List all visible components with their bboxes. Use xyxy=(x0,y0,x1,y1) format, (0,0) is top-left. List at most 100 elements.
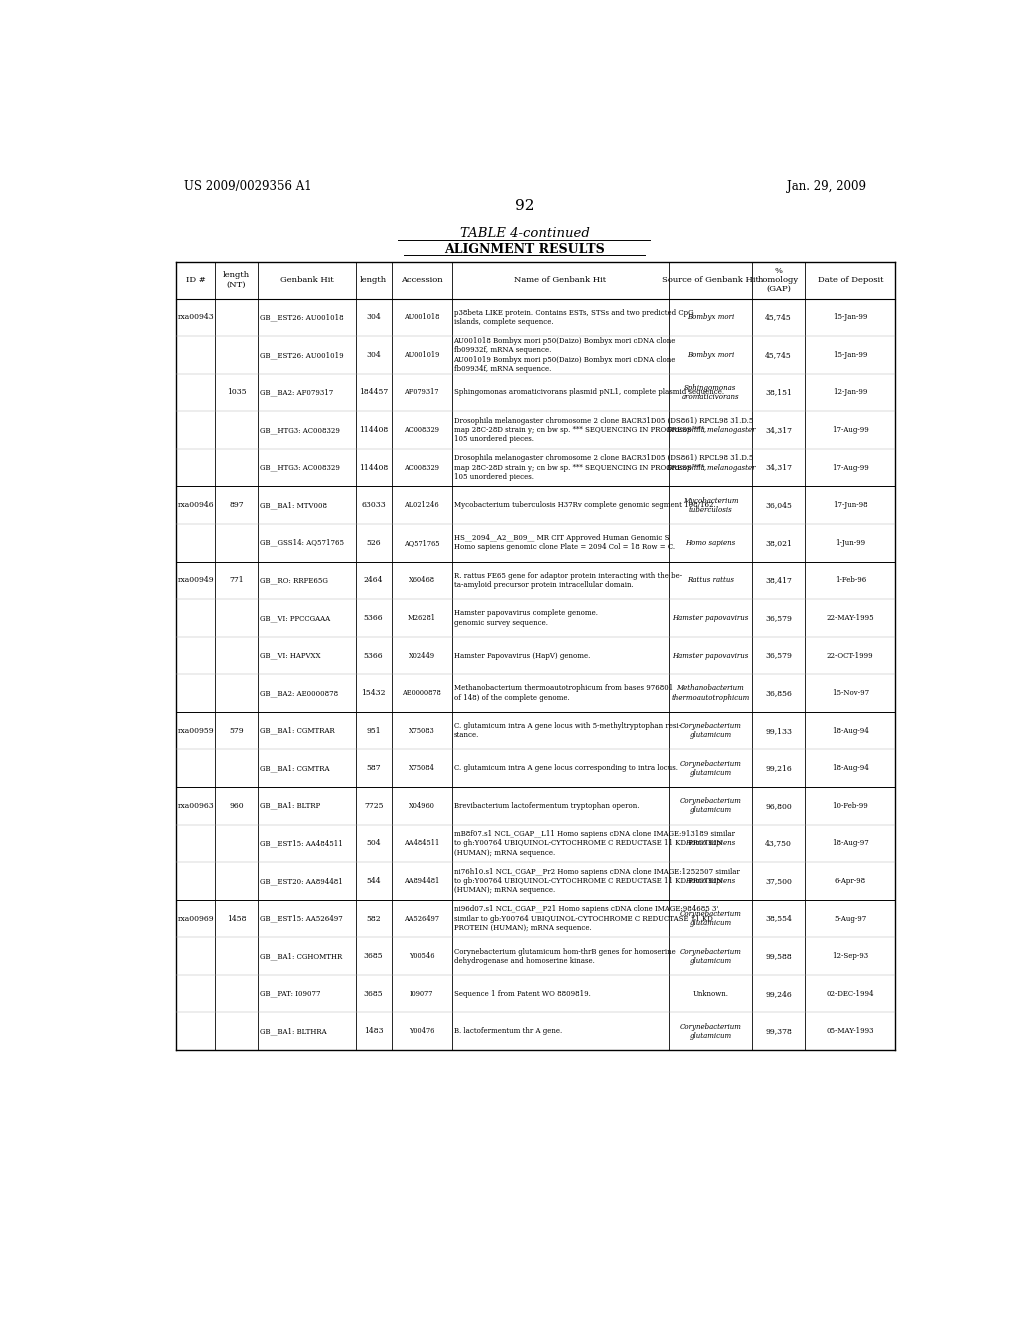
Text: 15-Jan-99: 15-Jan-99 xyxy=(834,351,867,359)
Text: 22-MAY-1995: 22-MAY-1995 xyxy=(826,614,874,622)
Text: X75083: X75083 xyxy=(409,727,434,735)
Text: 12-Sep-93: 12-Sep-93 xyxy=(833,952,868,960)
Text: AQ571765: AQ571765 xyxy=(404,539,439,546)
Text: Homo sapiens: Homo sapiens xyxy=(685,840,735,847)
Text: Bombyx mori: Bombyx mori xyxy=(687,313,734,321)
Text: GB__RO: RRFE65G: GB__RO: RRFE65G xyxy=(260,577,328,585)
Text: GB__BA2: AE0000878: GB__BA2: AE0000878 xyxy=(260,689,338,697)
Text: GB__EST15: AA484511: GB__EST15: AA484511 xyxy=(260,840,342,847)
Text: 579: 579 xyxy=(229,727,244,735)
Text: 34,317: 34,317 xyxy=(765,426,793,434)
Text: 771: 771 xyxy=(229,577,244,585)
Text: GB__HTG3: AC008329: GB__HTG3: AC008329 xyxy=(260,426,340,434)
Text: Y00546: Y00546 xyxy=(409,952,434,960)
Text: 12-Jan-99: 12-Jan-99 xyxy=(834,388,867,396)
Text: AC008329: AC008329 xyxy=(404,463,439,471)
Text: Sphingomonas
aromaticivorans: Sphingomonas aromaticivorans xyxy=(682,384,739,401)
Text: 951: 951 xyxy=(367,727,381,735)
Text: Methanobacterium
thermoautotrophicum: Methanobacterium thermoautotrophicum xyxy=(672,685,750,702)
Text: 45,745: 45,745 xyxy=(765,313,792,321)
Text: 37,500: 37,500 xyxy=(765,876,792,884)
Text: AU001018: AU001018 xyxy=(404,313,439,321)
Text: 3685: 3685 xyxy=(364,990,383,998)
Text: 99,246: 99,246 xyxy=(765,990,792,998)
Text: C. glutamicum intra A gene locus corresponding to intra locus.: C. glutamicum intra A gene locus corresp… xyxy=(454,764,678,772)
Text: AA894481: AA894481 xyxy=(404,876,439,884)
Text: 10-Feb-99: 10-Feb-99 xyxy=(833,801,868,809)
Text: Drosophila melanogaster chromosome 2 clone BACR31D05 (DS861) RPCL98 31.D.5
map 2: Drosophila melanogaster chromosome 2 clo… xyxy=(454,417,753,444)
Text: Corynebacterium
glutamicum: Corynebacterium glutamicum xyxy=(680,797,741,814)
Text: 5366: 5366 xyxy=(364,652,383,660)
Text: Jan. 29, 2009: Jan. 29, 2009 xyxy=(786,181,866,194)
Text: 6-Apr-98: 6-Apr-98 xyxy=(835,876,866,884)
Text: Genbank Hit: Genbank Hit xyxy=(281,276,334,284)
Text: GB__GSS14: AQ571765: GB__GSS14: AQ571765 xyxy=(260,539,344,546)
Text: 36,045: 36,045 xyxy=(765,502,792,510)
Text: 184457: 184457 xyxy=(359,388,388,396)
Text: 1035: 1035 xyxy=(226,388,247,396)
Text: 304: 304 xyxy=(367,313,381,321)
Text: AA484511: AA484511 xyxy=(404,840,439,847)
Text: 99,588: 99,588 xyxy=(765,952,792,960)
Text: GB__EST26: AU001019: GB__EST26: AU001019 xyxy=(260,351,343,359)
Text: Corynebacterium
glutamicum: Corynebacterium glutamicum xyxy=(680,759,741,777)
Text: GB__BA1: MTV008: GB__BA1: MTV008 xyxy=(260,502,327,510)
Text: R. rattus FE65 gene for adaptor protein interacting with the be-
ta-amyloid prec: R. rattus FE65 gene for adaptor protein … xyxy=(454,572,682,589)
Text: 1-Feb-96: 1-Feb-96 xyxy=(835,577,866,585)
Text: 2464: 2464 xyxy=(364,577,383,585)
Text: ni76h10.s1 NCL_CGAP__Pr2 Homo sapiens cDNA clone IMAGE:1252507 similar
to gb:Y00: ni76h10.s1 NCL_CGAP__Pr2 Homo sapiens cD… xyxy=(454,867,739,894)
Text: 1458: 1458 xyxy=(226,915,246,923)
Text: US 2009/0029356 A1: US 2009/0029356 A1 xyxy=(183,181,311,194)
Text: 18-Aug-94: 18-Aug-94 xyxy=(831,727,868,735)
Text: M26281: M26281 xyxy=(408,614,436,622)
Text: 114408: 114408 xyxy=(359,426,388,434)
Text: GB__BA1: CGMTRAR: GB__BA1: CGMTRAR xyxy=(260,727,335,735)
Text: rxa00949: rxa00949 xyxy=(177,577,214,585)
Text: 36,856: 36,856 xyxy=(765,689,792,697)
Text: Accession: Accession xyxy=(401,276,442,284)
Text: HS__2094__A2__B09__ MR CIT Approved Human Genomic S
Homo sapiens genomic clone P: HS__2094__A2__B09__ MR CIT Approved Huma… xyxy=(454,535,675,552)
Text: GB__BA1: BLTRP: GB__BA1: BLTRP xyxy=(260,801,319,809)
Text: Bombyx mori: Bombyx mori xyxy=(687,351,734,359)
Text: GB__EST15: AA526497: GB__EST15: AA526497 xyxy=(260,915,342,923)
Text: Y00476: Y00476 xyxy=(409,1027,434,1035)
Text: 17-Jun-98: 17-Jun-98 xyxy=(833,502,867,510)
Text: rxa00969: rxa00969 xyxy=(177,915,214,923)
Text: ID #: ID # xyxy=(185,276,205,284)
Text: Corynebacterium
glutamicum: Corynebacterium glutamicum xyxy=(680,948,741,965)
Text: 38,417: 38,417 xyxy=(765,577,792,585)
Text: Corynebacterium glutamicum hom-thrB genes for homoserine
dehydrogenase and homos: Corynebacterium glutamicum hom-thrB gene… xyxy=(454,948,675,965)
Text: Corynebacterium
glutamicum: Corynebacterium glutamicum xyxy=(680,722,741,739)
Text: Date of Deposit: Date of Deposit xyxy=(817,276,883,284)
Text: AA526497: AA526497 xyxy=(404,915,439,923)
Text: mB8f07.s1 NCL_CGAP__L11 Homo sapiens cDNA clone IMAGE:913189 similar
to gh:Y0076: mB8f07.s1 NCL_CGAP__L11 Homo sapiens cDN… xyxy=(454,830,734,857)
Text: 304: 304 xyxy=(367,351,381,359)
Text: 63033: 63033 xyxy=(361,502,386,510)
Text: 17-Aug-99: 17-Aug-99 xyxy=(831,426,868,434)
Text: ALIGNMENT RESULTS: ALIGNMENT RESULTS xyxy=(444,243,605,256)
Text: 897: 897 xyxy=(229,502,244,510)
Text: GB__BA1: CGHOMTHR: GB__BA1: CGHOMTHR xyxy=(260,952,342,960)
Text: 22-OCT-1999: 22-OCT-1999 xyxy=(827,652,873,660)
Text: 15432: 15432 xyxy=(361,689,386,697)
Text: 18-Aug-97: 18-Aug-97 xyxy=(831,840,868,847)
Text: %
homology
(GAP): % homology (GAP) xyxy=(758,267,799,293)
Text: GB__BA1: CGMTRA: GB__BA1: CGMTRA xyxy=(260,764,330,772)
Text: 1483: 1483 xyxy=(364,1027,383,1035)
Text: Source of Genbank Hit: Source of Genbank Hit xyxy=(662,276,759,284)
Text: GB__BA1: BLTHRA: GB__BA1: BLTHRA xyxy=(260,1027,327,1035)
Text: 504: 504 xyxy=(367,840,381,847)
Text: AU001018 Bombyx mori p50(Daizo) Bombyx mori cDNA clone
fb09932f, mRNA sequence.
: AU001018 Bombyx mori p50(Daizo) Bombyx m… xyxy=(454,337,676,372)
Text: C. glutamicum intra A gene locus with 5-methyltryptophan resi-
stance.: C. glutamicum intra A gene locus with 5-… xyxy=(454,722,681,739)
Text: rxa00946: rxa00946 xyxy=(177,502,214,510)
Text: 3685: 3685 xyxy=(364,952,383,960)
Text: 99,216: 99,216 xyxy=(765,764,792,772)
Text: Brevibacterium lactofermentum tryptophan operon.: Brevibacterium lactofermentum tryptophan… xyxy=(454,801,639,809)
Text: 38,554: 38,554 xyxy=(765,915,792,923)
Text: AE0000878: AE0000878 xyxy=(402,689,441,697)
Text: Drosophila melanogaster: Drosophila melanogaster xyxy=(666,426,755,434)
Text: Hamster papovavirus complete genome.
genomic survey sequence.: Hamster papovavirus complete genome. gen… xyxy=(454,610,597,627)
Text: rxa00963: rxa00963 xyxy=(177,801,214,809)
Text: GB__EST26: AU001018: GB__EST26: AU001018 xyxy=(260,313,343,321)
Text: 114408: 114408 xyxy=(359,463,388,471)
